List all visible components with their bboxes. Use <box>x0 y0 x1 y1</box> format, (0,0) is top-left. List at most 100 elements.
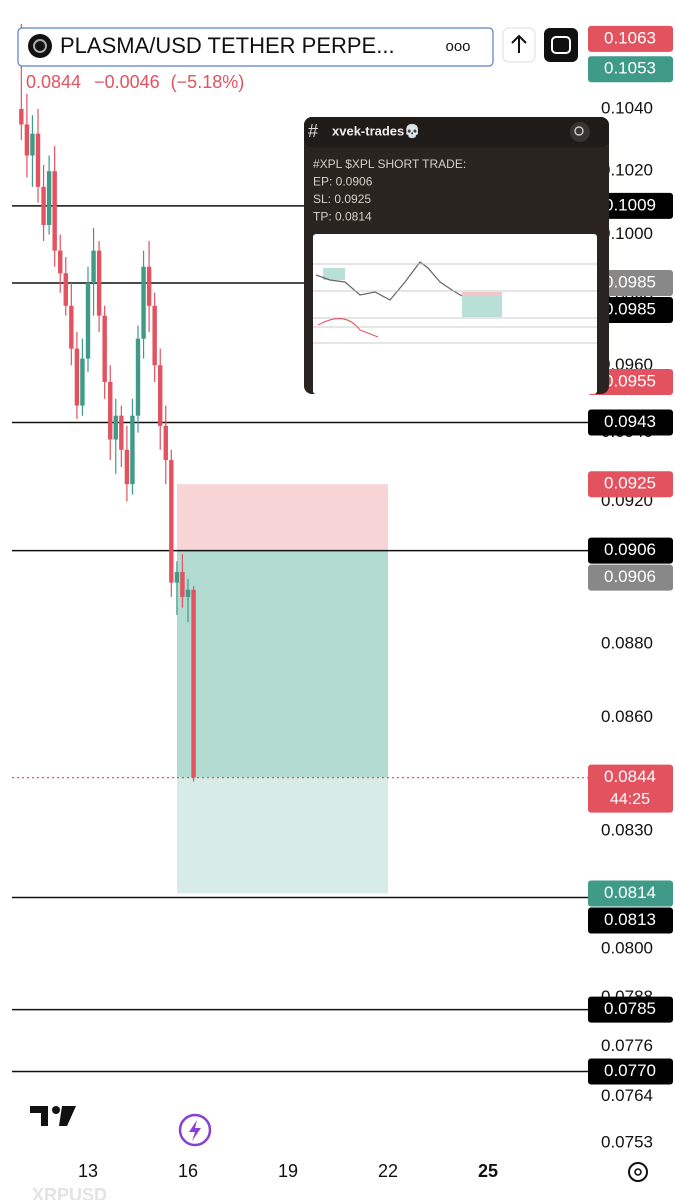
price-label-text: 0.1009 <box>604 195 656 214</box>
candle-body <box>91 250 96 283</box>
candle-body <box>63 273 68 306</box>
price-label-text: 0.0985 <box>604 272 656 291</box>
price-label-text: 0.0813 <box>604 910 656 929</box>
price-label-text: 0.1063 <box>604 28 656 47</box>
candle-body <box>180 571 185 597</box>
inset-image <box>313 234 597 394</box>
profit-zone-reached <box>177 550 388 778</box>
lightning-button[interactable] <box>178 1113 212 1147</box>
price-label-text: 0.1053 <box>604 59 656 78</box>
inset-card: # xvek-trades💀 #XPL $XPL SHORT TRADE: EP:… <box>304 117 609 394</box>
price-label <box>588 564 673 591</box>
lightning-icon <box>189 1120 201 1141</box>
price-label-text: 0.0943 <box>604 412 656 431</box>
symbol-icon-ring <box>33 39 47 53</box>
change-pct: (−5.18%) <box>171 72 245 92</box>
y-tick-label: 0.0753 <box>601 1132 653 1151</box>
plot <box>12 23 588 1073</box>
price-label-text: 0.0844 <box>604 767 656 786</box>
x-tick-label: 25 <box>478 1161 498 1181</box>
price-change: 0.0844 −0.0046 (−5.18%) <box>26 72 244 92</box>
candle-body <box>52 171 57 251</box>
candle-body <box>58 250 63 274</box>
candle-body <box>69 305 74 349</box>
last-price: 0.0844 <box>26 72 81 92</box>
price-label <box>588 907 673 934</box>
y-tick-label: 0.0860 <box>601 707 653 726</box>
time-axis: 13 16 19 22 25 <box>78 1161 498 1181</box>
price-label <box>588 368 673 395</box>
settings-button[interactable] <box>628 1162 648 1182</box>
price-label <box>588 1058 673 1085</box>
inset-image-shape <box>462 295 502 317</box>
candle-body <box>108 381 113 440</box>
x-tick-label: 22 <box>378 1161 398 1181</box>
tv-logo[interactable] <box>30 1106 76 1126</box>
price-label-text: 0.0925 <box>604 474 656 493</box>
search-icon <box>574 126 584 136</box>
candle-body <box>191 589 196 778</box>
candle-body <box>169 460 174 583</box>
x-tick-label: 16 <box>178 1161 198 1181</box>
y-tick-label: 0.0764 <box>601 1086 653 1105</box>
search-button[interactable] <box>570 122 590 142</box>
price-label <box>588 269 673 296</box>
channel-name[interactable]: xvek-trades💀 <box>332 123 420 138</box>
candle-body <box>174 571 180 583</box>
price-label <box>588 56 673 83</box>
y-tick-label: 0.1020 <box>601 161 653 180</box>
candle-body <box>124 449 130 485</box>
share-icon <box>511 34 527 53</box>
candle-body <box>35 133 41 187</box>
profit-zone <box>177 777 388 894</box>
candle-body <box>102 315 107 382</box>
y-tick-label: 0.1040 <box>601 98 653 117</box>
candle-body <box>185 589 191 597</box>
hash-icon: # <box>308 121 318 141</box>
candle-body <box>96 250 102 316</box>
price-label-text: 0.0785 <box>604 999 656 1018</box>
symbol-icon <box>28 34 52 58</box>
price-label-text: 0.0985 <box>604 299 656 318</box>
price-label-text: 0.0906 <box>604 540 656 559</box>
price-label <box>588 409 673 436</box>
inset-image-shape <box>462 292 502 296</box>
price-label-text: 0.0955 <box>604 371 656 390</box>
price-label-text: 0.0906 <box>604 567 656 586</box>
candle-body <box>119 415 124 450</box>
candle-body <box>135 338 141 416</box>
price-label <box>588 192 673 219</box>
candle-body <box>41 186 46 225</box>
price-label <box>588 296 673 323</box>
candle-body <box>141 266 146 339</box>
candle-body <box>80 358 85 406</box>
symbol-title: PLASMA/USD TETHER PERPE... <box>60 33 395 58</box>
watermark: XRPUSD <box>32 1185 107 1200</box>
inset-image-curve <box>317 318 379 338</box>
more-button[interactable]: ooo <box>445 38 470 55</box>
price-label-text: 0.0814 <box>604 883 656 902</box>
y-tick-label: 0.0800 <box>601 939 653 958</box>
candle-body <box>163 425 168 461</box>
candle-body <box>46 171 52 225</box>
message-line: #XPL $XPL SHORT TRADE: <box>313 157 466 171</box>
candle-body <box>158 365 163 426</box>
x-tick-label: 13 <box>78 1161 98 1181</box>
candle-body <box>130 415 135 485</box>
change: −0.0046 <box>94 72 160 92</box>
fullscreen-icon <box>551 36 571 54</box>
candle-body <box>146 266 152 306</box>
countdown: 44:25 <box>610 791 650 808</box>
candle-body <box>152 305 157 366</box>
x-tick-label: 19 <box>278 1161 298 1181</box>
candle-body <box>113 415 118 440</box>
symbol-box[interactable] <box>17 27 494 67</box>
fullscreen-button[interactable] <box>544 28 578 62</box>
message-line: EP: 0.0906 <box>313 175 373 189</box>
price-label <box>588 764 673 813</box>
price-label <box>588 880 673 907</box>
message-line: TP: 0.0814 <box>313 210 372 224</box>
price-label <box>588 25 673 52</box>
